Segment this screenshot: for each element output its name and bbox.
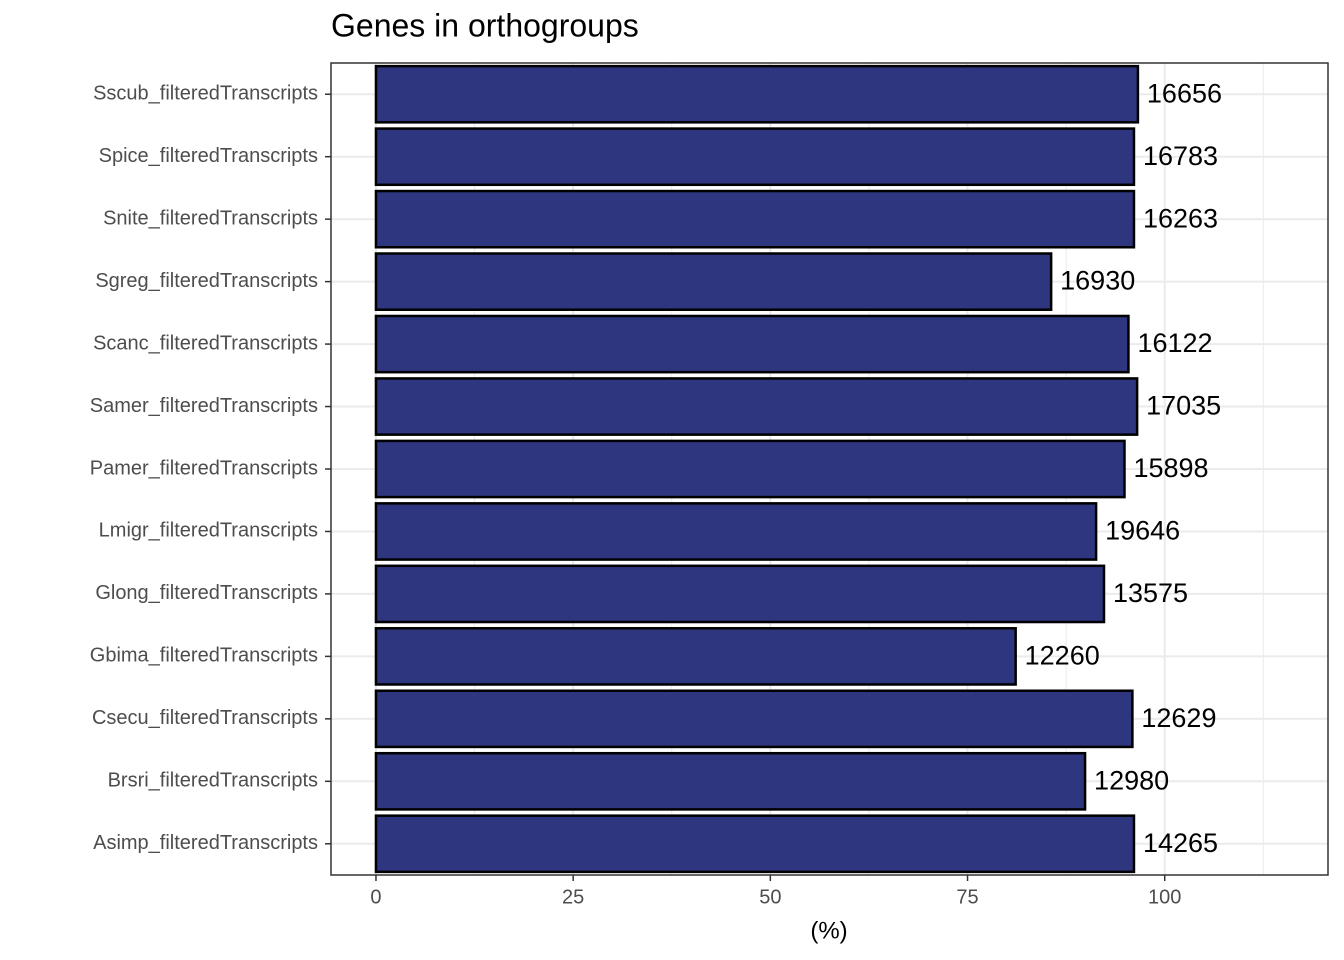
y-tick-label: Scanc_filteredTranscripts bbox=[93, 332, 318, 354]
panel-border bbox=[330, 62, 1329, 876]
bar-label: 13575 bbox=[1113, 578, 1188, 608]
y-tick-label: Samer_filteredTranscripts bbox=[90, 395, 318, 417]
bar-label: 19646 bbox=[1105, 516, 1180, 546]
y-tick-label: Sscub_filteredTranscripts bbox=[93, 83, 318, 105]
bar bbox=[374, 751, 1087, 811]
bar bbox=[374, 189, 1136, 249]
chart-title: Genes in orthogroups bbox=[331, 7, 639, 43]
bar-label: 14265 bbox=[1143, 828, 1218, 858]
y-tick-label: Glong_filteredTranscripts bbox=[95, 582, 318, 604]
bar-label: 15898 bbox=[1133, 453, 1208, 483]
bar-label: 16783 bbox=[1143, 141, 1218, 171]
y-tick-label: Lmigr_filteredTranscripts bbox=[99, 520, 318, 542]
x-tick-label: 50 bbox=[759, 886, 781, 908]
bar bbox=[374, 252, 1053, 311]
x-tick-label: 0 bbox=[370, 886, 381, 908]
y-tick-label: Csecu_filteredTranscripts bbox=[92, 707, 318, 729]
bar-label: 17035 bbox=[1146, 391, 1221, 421]
bar bbox=[374, 64, 1140, 124]
y-tick-label: Spice_filteredTranscripts bbox=[99, 145, 318, 167]
y-tick-label: Asimp_filteredTranscripts bbox=[93, 832, 318, 854]
y-tick-label: Pamer_filteredTranscripts bbox=[90, 457, 318, 479]
x-axis-label: (%) bbox=[810, 917, 847, 944]
bar-label: 16263 bbox=[1143, 203, 1218, 233]
bar-label: 12980 bbox=[1094, 765, 1169, 795]
bar bbox=[374, 814, 1136, 874]
bar-label: 16122 bbox=[1137, 328, 1212, 358]
bar-label: 16930 bbox=[1060, 266, 1135, 296]
y-tick-label: Gbima_filteredTranscripts bbox=[90, 645, 318, 667]
y-tick-label: Sgreg_filteredTranscripts bbox=[95, 270, 318, 292]
bar bbox=[374, 502, 1098, 561]
bar bbox=[374, 439, 1126, 499]
bar-label: 12260 bbox=[1025, 641, 1100, 671]
x-tick-label: 100 bbox=[1148, 886, 1181, 908]
bar-label: 16656 bbox=[1147, 78, 1222, 108]
bar bbox=[374, 127, 1136, 187]
bar bbox=[374, 627, 1017, 686]
x-tick-label: 25 bbox=[562, 886, 584, 908]
x-tick-label: 75 bbox=[956, 886, 978, 908]
bar bbox=[374, 564, 1106, 624]
bar bbox=[374, 314, 1130, 374]
bar bbox=[374, 689, 1134, 749]
bar-label: 12629 bbox=[1141, 703, 1216, 733]
y-tick-label: Snite_filteredTranscripts bbox=[103, 207, 318, 229]
bar bbox=[374, 377, 1139, 436]
y-tick-label: Brsri_filteredTranscripts bbox=[108, 770, 318, 792]
